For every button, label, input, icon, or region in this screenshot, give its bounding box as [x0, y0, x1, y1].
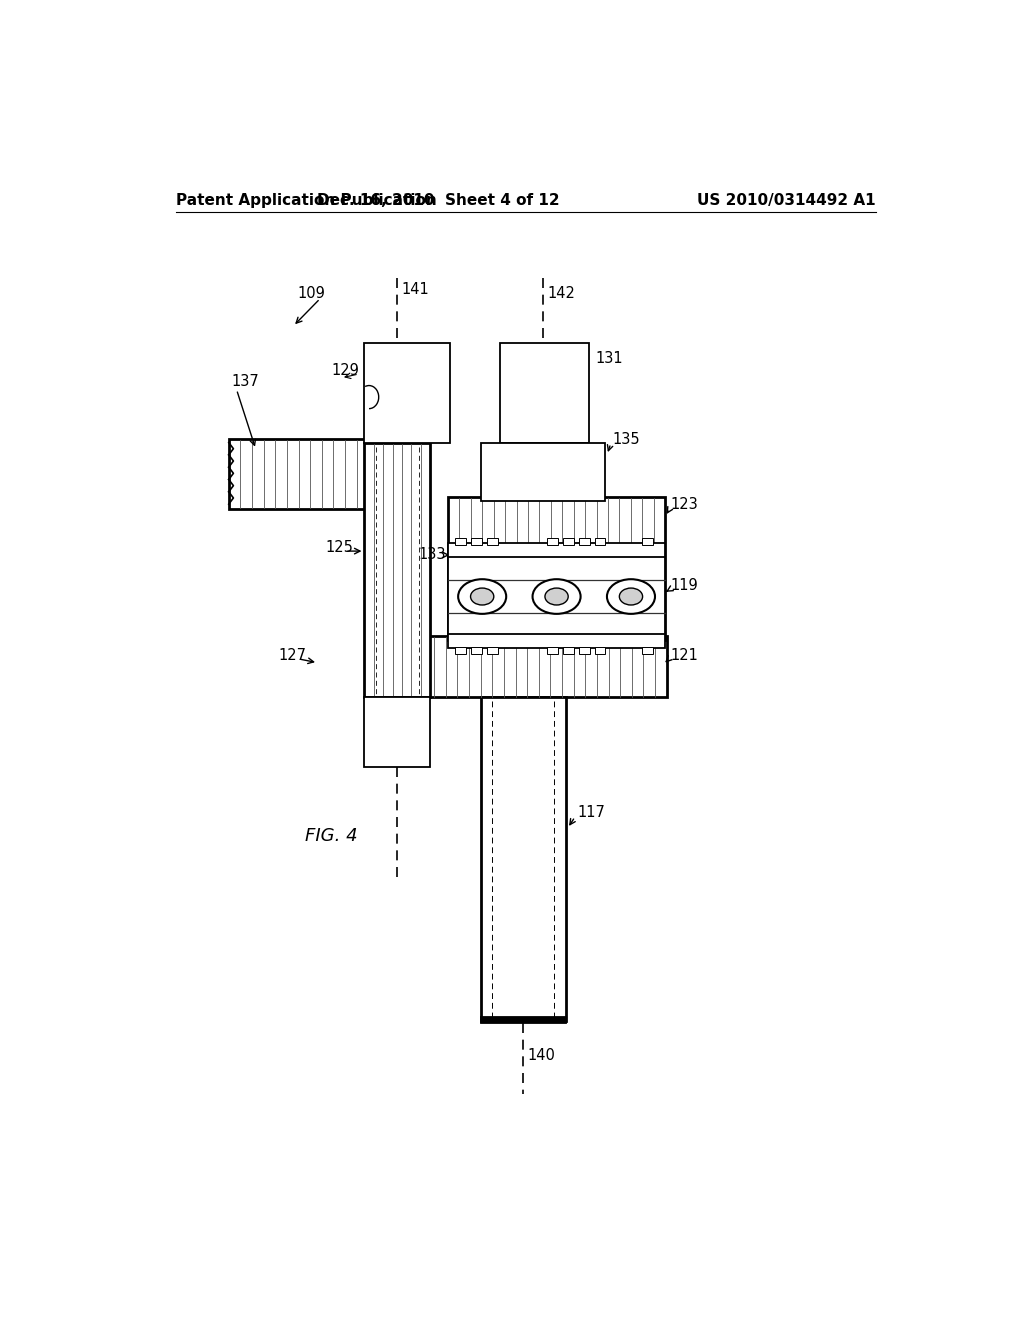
Bar	[480, 697, 566, 1020]
Bar	[579, 647, 590, 655]
Bar	[563, 647, 573, 655]
Text: 109: 109	[297, 285, 325, 301]
Text: 142: 142	[547, 285, 575, 301]
Bar	[486, 647, 498, 655]
Bar	[449, 557, 665, 636]
Bar	[449, 635, 665, 648]
Bar	[365, 697, 430, 767]
Text: 125: 125	[326, 540, 353, 554]
Bar	[455, 647, 466, 655]
Bar	[228, 440, 426, 508]
Text: 131: 131	[595, 351, 623, 366]
Bar	[595, 647, 605, 655]
Bar	[547, 647, 558, 655]
Bar	[579, 539, 590, 545]
Text: US 2010/0314492 A1: US 2010/0314492 A1	[697, 193, 876, 209]
Text: 127: 127	[279, 648, 306, 663]
Ellipse shape	[532, 579, 581, 614]
Bar	[471, 539, 482, 545]
Text: 133: 133	[419, 548, 446, 562]
Bar	[449, 498, 665, 640]
Bar	[471, 647, 482, 655]
Text: 121: 121	[671, 648, 698, 663]
Ellipse shape	[545, 589, 568, 605]
Bar	[423, 636, 667, 697]
Bar	[449, 544, 665, 558]
Bar	[480, 1016, 566, 1023]
Text: 140: 140	[528, 1048, 556, 1063]
Text: 135: 135	[612, 432, 640, 447]
Text: 129: 129	[331, 363, 359, 378]
Ellipse shape	[620, 589, 643, 605]
Bar	[563, 539, 573, 545]
Bar	[486, 539, 498, 545]
Text: 119: 119	[671, 578, 698, 593]
Bar	[500, 343, 589, 444]
Bar	[642, 539, 652, 545]
Bar	[365, 343, 450, 444]
Text: 117: 117	[578, 805, 605, 821]
Text: 137: 137	[231, 374, 259, 389]
Text: Patent Application Publication: Patent Application Publication	[176, 193, 437, 209]
Ellipse shape	[471, 589, 494, 605]
Bar	[595, 539, 605, 545]
Bar	[642, 647, 652, 655]
Text: 123: 123	[671, 498, 698, 512]
Bar	[455, 539, 466, 545]
Text: 141: 141	[401, 281, 429, 297]
Ellipse shape	[458, 579, 506, 614]
Bar	[365, 444, 430, 697]
Text: FIG. 4: FIG. 4	[305, 828, 357, 845]
Bar	[547, 539, 558, 545]
Ellipse shape	[607, 579, 655, 614]
Text: Dec. 16, 2010  Sheet 4 of 12: Dec. 16, 2010 Sheet 4 of 12	[316, 193, 559, 209]
Bar	[480, 444, 604, 502]
